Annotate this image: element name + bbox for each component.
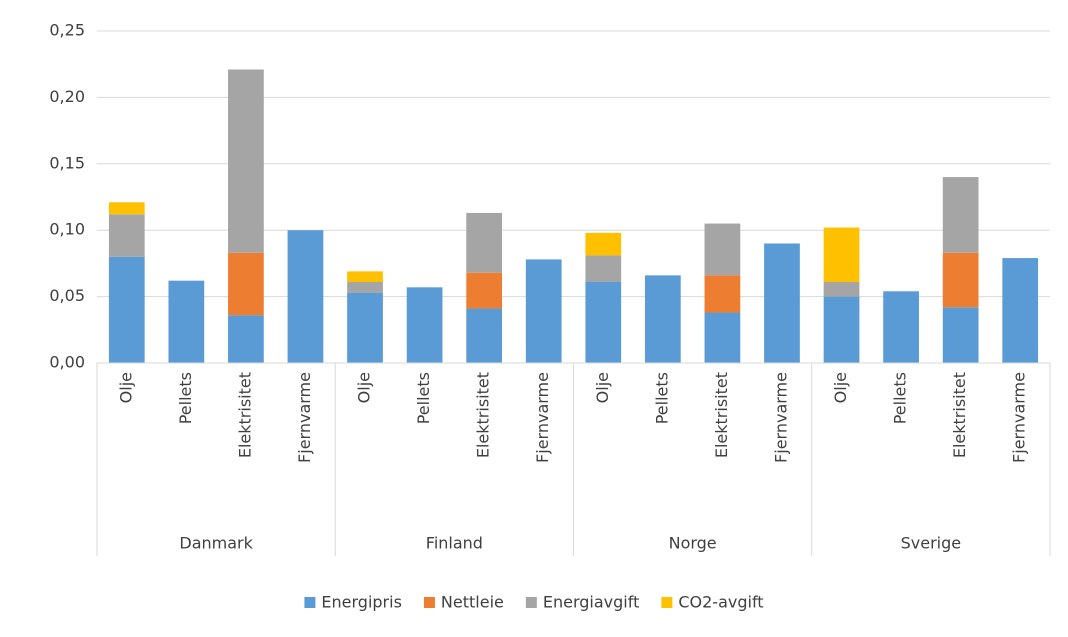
- bar-segment: [585, 255, 622, 282]
- legend-swatch: [423, 597, 435, 608]
- bar-segment: [823, 227, 860, 282]
- legend-swatch: [661, 597, 673, 608]
- group-label: Finland: [426, 534, 483, 553]
- bar-segment: [466, 308, 503, 363]
- y-tick-label: 0,05: [49, 286, 85, 305]
- x-tick-label: Elektrisitet: [235, 372, 254, 458]
- bar-segment: [585, 232, 622, 256]
- x-tick-label: Elektrisitet: [950, 372, 969, 458]
- legend-swatch: [304, 597, 316, 608]
- bar-segment: [942, 252, 979, 308]
- y-tick-label: 0,00: [49, 353, 85, 372]
- bar-segment: [883, 291, 919, 363]
- y-tick-label: 0,25: [49, 21, 85, 40]
- bar-segment: [525, 259, 562, 363]
- bar-segment: [228, 69, 264, 253]
- bar-segment: [823, 296, 860, 363]
- bar-segment: [347, 281, 383, 293]
- legend-label: Energiavgift: [543, 593, 640, 612]
- y-tick-label: 0,20: [49, 87, 85, 106]
- bar-segment: [942, 307, 979, 363]
- bar-segment: [168, 280, 205, 363]
- group-label: Danmark: [179, 534, 253, 553]
- bar-segment: [585, 281, 622, 363]
- bar-segment: [466, 212, 503, 273]
- bar-segment: [704, 312, 741, 363]
- x-tick-label: Olje: [116, 372, 135, 403]
- legend-label: CO2-avgift: [678, 593, 763, 612]
- legend-label: Nettleie: [441, 593, 504, 612]
- x-tick-label: Pellets: [176, 372, 195, 424]
- bar-segment: [108, 214, 145, 257]
- y-tick-label: 0,15: [49, 153, 85, 172]
- bar-segment: [228, 315, 264, 363]
- x-tick-label: Pellets: [652, 372, 671, 424]
- bar-segment: [347, 292, 383, 363]
- bar-segment: [108, 256, 145, 363]
- x-tick-label: Pellets: [891, 372, 910, 424]
- bar-segment: [644, 275, 681, 363]
- bar-segment: [406, 287, 443, 363]
- bar-segment: [466, 272, 503, 309]
- bar-segment: [764, 243, 800, 363]
- x-tick-label: Fjernvarme: [771, 372, 790, 463]
- x-tick-label: Pellets: [414, 372, 433, 424]
- bar-segment: [823, 281, 860, 297]
- group-label: Sverige: [901, 534, 962, 553]
- x-tick-label: Olje: [355, 372, 374, 403]
- bar-segment: [108, 202, 145, 215]
- x-tick-label: Elektrisitet: [712, 372, 731, 458]
- legend-label: Energipris: [321, 593, 402, 612]
- y-tick-label: 0,10: [49, 220, 85, 239]
- bar-segment: [942, 177, 979, 253]
- bar-segment: [1002, 258, 1039, 363]
- bar-segment: [704, 275, 741, 313]
- group-label: Norge: [669, 534, 717, 553]
- x-tick-label: Fjernvarme: [533, 372, 552, 463]
- x-tick-label: Olje: [831, 372, 850, 403]
- bar-segment: [228, 252, 264, 316]
- x-tick-label: Olje: [593, 372, 612, 403]
- bar-segment: [347, 271, 383, 282]
- x-tick-label: Fjernvarme: [295, 372, 314, 463]
- bar-segment: [287, 230, 324, 363]
- x-tick-label: Elektrisitet: [474, 372, 493, 458]
- legend-swatch: [525, 597, 537, 608]
- bar-segment: [704, 223, 741, 276]
- x-tick-label: Fjernvarme: [1010, 372, 1029, 463]
